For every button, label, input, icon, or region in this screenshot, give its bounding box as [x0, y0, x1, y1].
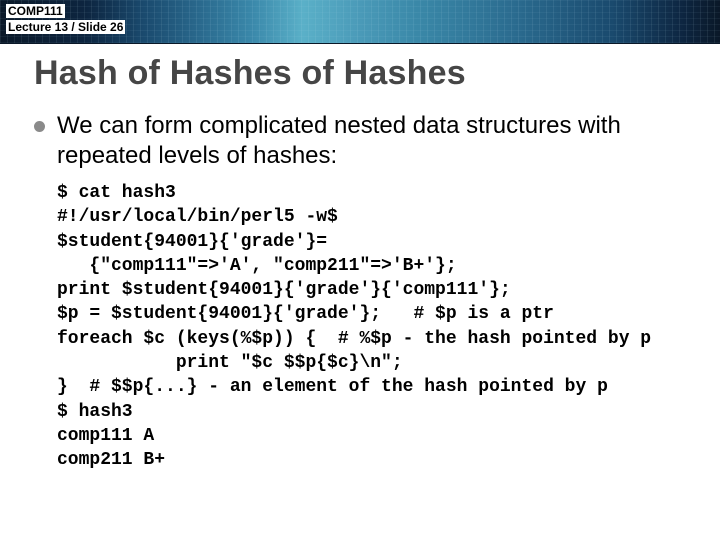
lead-paragraph: We can form complicated nested data stru…: [57, 111, 686, 171]
header-banner: COMP111 Lecture 13 / Slide 26: [0, 0, 720, 44]
content-row: We can form complicated nested data stru…: [34, 111, 686, 473]
slide-title: Hash of Hashes of Hashes: [34, 54, 686, 93]
slide-body: Hash of Hashes of Hashes We can form com…: [0, 44, 720, 473]
lecture-slide-number: Lecture 13 / Slide 26: [6, 20, 125, 34]
code-line: $student{94001}{'grade'}=: [57, 232, 327, 252]
code-line: {"comp111"=>'A', "comp211"=>'B+'};: [57, 256, 457, 276]
code-line: $p = $student{94001}{'grade'}; # $p is a…: [57, 304, 554, 324]
bullet-icon: [34, 121, 45, 132]
code-line: $ cat hash3: [57, 183, 176, 203]
code-line: } # $$p{...} - an element of the hash po…: [57, 377, 608, 397]
slide-identifier: COMP111 Lecture 13 / Slide 26: [6, 3, 125, 35]
course-code: COMP111: [6, 4, 65, 18]
code-line: print "$c $$p{$c}\n";: [57, 353, 403, 373]
code-line: comp211 B+: [57, 450, 165, 470]
code-block: $ cat hash3 #!/usr/local/bin/perl5 -w$ $…: [57, 181, 686, 473]
code-line: foreach $c (keys(%$p)) { # %$p - the has…: [57, 329, 651, 349]
code-line: #!/usr/local/bin/perl5 -w$: [57, 207, 338, 227]
code-line: comp111 A: [57, 426, 154, 446]
code-line: print $student{94001}{'grade'}{'comp111'…: [57, 280, 511, 300]
code-line: $ hash3: [57, 402, 133, 422]
text-column: We can form complicated nested data stru…: [57, 111, 686, 473]
